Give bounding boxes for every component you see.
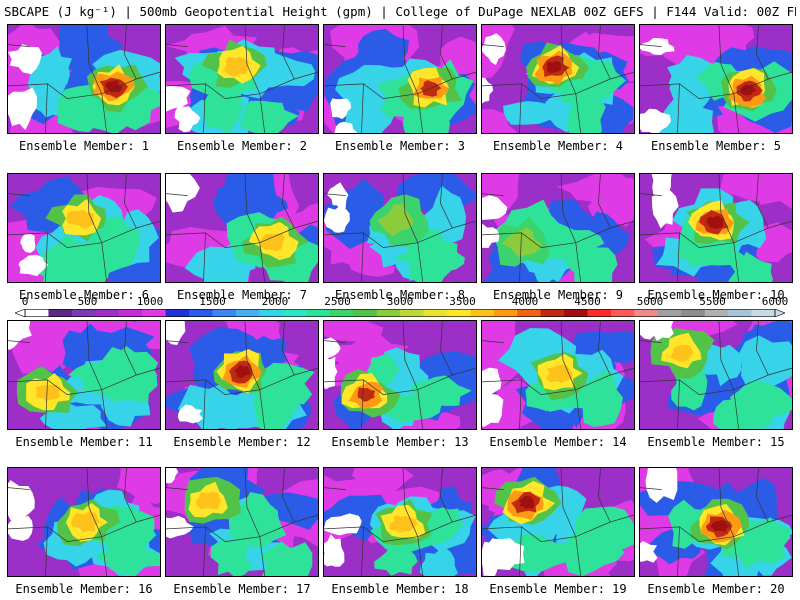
- ensemble-member-label: Ensemble Member: 7: [176, 288, 308, 302]
- colorbar-segment: [728, 309, 753, 317]
- colorbar-segment: [564, 309, 588, 317]
- ensemble-member-map: [323, 173, 477, 283]
- colorbar-min-arrow: [15, 309, 26, 317]
- colorbar-segment: [540, 309, 565, 317]
- ensemble-member-label: Ensemble Member: 17: [173, 582, 311, 596]
- colorbar-segment: [751, 309, 776, 317]
- ensemble-member-map: [323, 467, 477, 577]
- colorbar-segment: [25, 309, 49, 317]
- ensemble-member-map: [323, 24, 477, 134]
- colorbar-tick-label: 5000: [636, 295, 664, 308]
- ensemble-member-label: Ensemble Member: 10: [647, 288, 785, 302]
- ensemble-member-label: Ensemble Member: 1: [18, 139, 150, 153]
- colorbar-segment: [657, 309, 682, 317]
- map-title: SBCAPE (J kg⁻¹) | 500mb Geopotential Hei…: [4, 4, 796, 19]
- ensemble-member-map: [165, 320, 319, 430]
- colorbar-segment: [259, 309, 284, 317]
- colorbar-tick-label: 6000: [761, 295, 789, 308]
- ensemble-member-map: [639, 24, 793, 134]
- colorbar-tick-label: 3000: [386, 295, 414, 308]
- ensemble-member-label: Ensemble Member: 11: [15, 435, 153, 449]
- colorbar-tick-label: 1000: [136, 295, 164, 308]
- ensemble-member-map: [7, 173, 161, 283]
- ensemble-member-map: [481, 320, 635, 430]
- ensemble-member-map: [7, 320, 161, 430]
- colorbar-segment: [704, 309, 729, 317]
- colorbar-segment: [306, 309, 331, 317]
- ensemble-member-map: [639, 320, 793, 430]
- colorbar-segment: [142, 309, 167, 317]
- colorbar-tick-label: 1500: [199, 295, 226, 308]
- colorbar-segment: [400, 309, 424, 317]
- ensemble-member-map: [165, 467, 319, 577]
- colorbar-tick-label: 5500: [699, 295, 726, 308]
- colorbar-tick-label: 2500: [324, 295, 351, 308]
- colorbar-tick-label: 3500: [449, 295, 476, 308]
- colorbar-segment: [681, 309, 706, 317]
- ensemble-member-label: Ensemble Member: 3: [334, 139, 466, 153]
- colorbar-segment: [282, 309, 307, 317]
- colorbar-segment: [610, 309, 635, 317]
- colorbar-segment: [71, 309, 96, 317]
- ensemble-member-map: [481, 173, 635, 283]
- ensemble-member-label: Ensemble Member: 14: [489, 435, 627, 449]
- ensemble-member-map: [165, 24, 319, 134]
- ensemble-member-map: [165, 173, 319, 283]
- ensemble-member-map: [639, 467, 793, 577]
- ensemble-member-label: Ensemble Member: 9: [492, 288, 624, 302]
- colorbar-segment: [165, 309, 190, 317]
- colorbar-segment: [189, 309, 213, 317]
- colorbar-segment: [517, 309, 542, 317]
- ensemble-member-map: [639, 173, 793, 283]
- sbcape-colorbar: [15, 309, 785, 317]
- colorbar-segment: [446, 309, 471, 317]
- colorbar-tick-label: 0: [21, 295, 29, 308]
- colorbar-segment: [118, 309, 143, 317]
- colorbar-segment: [212, 309, 237, 317]
- colorbar-segment: [329, 309, 354, 317]
- ensemble-member-map: [7, 467, 161, 577]
- colorbar-segment: [587, 309, 612, 317]
- ensemble-member-label: Ensemble Member: 8: [334, 288, 466, 302]
- colorbar-tick-label: 4000: [511, 295, 539, 308]
- colorbar-segment: [470, 309, 495, 317]
- ensemble-member-map: [481, 467, 635, 577]
- ensemble-member-label: Ensemble Member: 2: [176, 139, 308, 153]
- colorbar-segment: [95, 309, 120, 317]
- ensemble-member-label: Ensemble Member: 5: [650, 139, 782, 153]
- ensemble-member-label: Ensemble Member: 19: [489, 582, 627, 596]
- ensemble-member-map: [481, 24, 635, 134]
- colorbar-segment: [493, 309, 518, 317]
- colorbar-max-arrow: [774, 309, 785, 317]
- colorbar-segment: [235, 309, 260, 317]
- ensemble-member-label: Ensemble Member: 18: [331, 582, 469, 596]
- colorbar-tick-label: 2000: [261, 295, 289, 308]
- colorbar-segment: [48, 309, 73, 317]
- colorbar-segment: [634, 309, 659, 317]
- ensemble-member-label: Ensemble Member: 6: [18, 288, 150, 302]
- colorbar-segment: [376, 309, 401, 317]
- colorbar-tick-label: 4500: [574, 295, 601, 308]
- colorbar-tick-label: 500: [77, 295, 98, 308]
- ensemble-member-map: [323, 320, 477, 430]
- ensemble-member-label: Ensemble Member: 15: [647, 435, 785, 449]
- ensemble-member-label: Ensemble Member: 16: [15, 582, 153, 596]
- colorbar-segment: [353, 309, 378, 317]
- ensemble-member-label: Ensemble Member: 4: [492, 139, 624, 153]
- ensemble-member-label: Ensemble Member: 13: [331, 435, 469, 449]
- ensemble-member-label: Ensemble Member: 12: [173, 435, 311, 449]
- colorbar-segment: [423, 309, 448, 317]
- ensemble-member-map: [7, 24, 161, 134]
- ensemble-member-label: Ensemble Member: 20: [647, 582, 785, 596]
